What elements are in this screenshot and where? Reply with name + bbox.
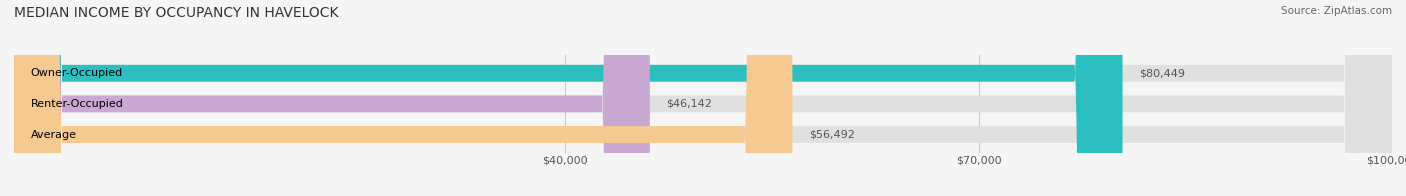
Text: $56,492: $56,492 xyxy=(808,130,855,140)
Text: Average: Average xyxy=(31,130,76,140)
FancyBboxPatch shape xyxy=(14,0,1392,196)
FancyBboxPatch shape xyxy=(14,0,1122,196)
FancyBboxPatch shape xyxy=(14,0,1392,196)
FancyBboxPatch shape xyxy=(14,0,793,196)
Text: MEDIAN INCOME BY OCCUPANCY IN HAVELOCK: MEDIAN INCOME BY OCCUPANCY IN HAVELOCK xyxy=(14,6,339,20)
FancyBboxPatch shape xyxy=(14,0,650,196)
Text: Renter-Occupied: Renter-Occupied xyxy=(31,99,124,109)
FancyBboxPatch shape xyxy=(14,0,1392,196)
Text: Source: ZipAtlas.com: Source: ZipAtlas.com xyxy=(1281,6,1392,16)
Text: $80,449: $80,449 xyxy=(1139,68,1185,78)
Text: Owner-Occupied: Owner-Occupied xyxy=(31,68,122,78)
Text: $46,142: $46,142 xyxy=(666,99,713,109)
